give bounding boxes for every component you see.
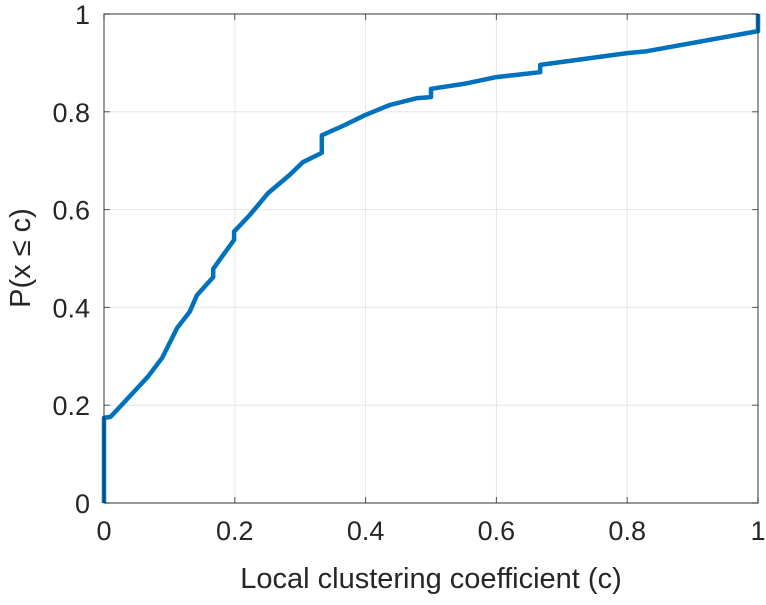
- x-tick-label: 0.4: [347, 516, 385, 546]
- x-tick-label: 1: [750, 516, 765, 546]
- y-tick-label: 0.4: [52, 293, 90, 323]
- x-tick-label: 0.6: [478, 516, 516, 546]
- cdf-line: [101, 14, 761, 503]
- plot-box: [103, 13, 759, 504]
- x-axis-label: Local clustering coefficient (c): [240, 563, 621, 595]
- x-tick-label: 0: [96, 516, 111, 546]
- y-tick-label: 1: [75, 0, 90, 30]
- ticks: 0 0.2 0.4 0.6 0.8 1 0 0.2 0.4 0.6 0.8 1: [52, 0, 765, 546]
- y-axis-label: P(x ≤ c): [5, 208, 37, 308]
- y-tick-label: 0: [75, 489, 90, 519]
- y-tick-label: 0.6: [52, 196, 90, 226]
- series-layer: [101, 14, 761, 503]
- x-tick-label: 0.2: [216, 516, 254, 546]
- y-tick-label: 0.8: [52, 98, 90, 128]
- x-tick-label: 0.8: [608, 516, 646, 546]
- y-tick-label: 0.2: [52, 391, 90, 421]
